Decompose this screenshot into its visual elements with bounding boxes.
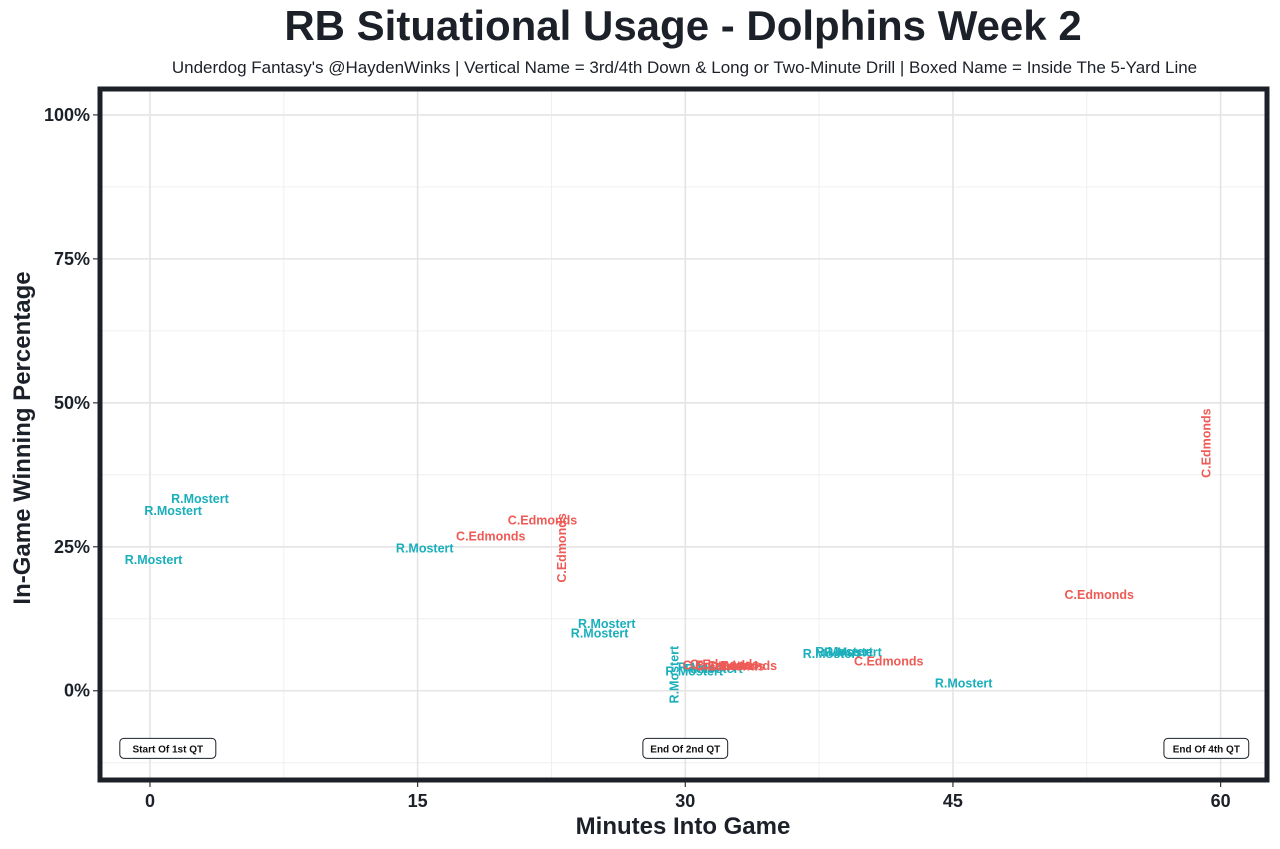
x-tick-label: 45	[943, 791, 963, 811]
data-point-label: R.Mostert	[171, 492, 229, 506]
x-tick-label: 15	[408, 791, 428, 811]
data-point-label: R.Mostert	[571, 627, 629, 641]
x-tick-label: 0	[145, 791, 155, 811]
quarter-marker-box	[1163, 737, 1250, 759]
data-point-label: C.Edmonds	[555, 513, 569, 582]
x-axis-ticks: 0 15 30 45 60	[145, 782, 1231, 811]
data-labels: R.MostertR.MostertR.MostertR.MostertR.Mo…	[125, 408, 1214, 703]
data-point-label: C.Edmonds	[695, 660, 764, 674]
data-point-label: R.Mostert	[678, 661, 736, 675]
data-point-label: R.Mostert	[824, 646, 882, 660]
quarter-marker: End Of 2nd QT	[642, 737, 729, 759]
plot-frame	[97, 86, 1270, 783]
data-point-label: C.Edmonds	[683, 658, 752, 672]
data-point-label: R.Mostert	[803, 647, 861, 661]
y-tick-label: 0%	[64, 681, 90, 701]
y-tick-label: 100%	[44, 105, 90, 125]
chart-title: RB Situational Usage - Dolphins Week 2	[284, 2, 1082, 49]
y-tick-label: 75%	[54, 249, 90, 269]
data-point-label: C.Edmonds	[690, 657, 759, 671]
data-point-label: R.Mostert	[396, 542, 454, 556]
data-point-label: R.Mostert	[815, 645, 873, 659]
data-point-label: R.Mostert	[685, 662, 743, 676]
data-point-label: R.Mostert	[125, 553, 183, 567]
data-point-label: R.Mostert	[665, 665, 723, 679]
grid-lines	[100, 89, 1267, 780]
y-tick-label: 25%	[54, 537, 90, 557]
quarter-marker: End Of 4th QT	[1163, 737, 1250, 759]
data-point-label: R.Mostert	[935, 676, 993, 690]
y-axis-label: In-Game Winning Percentage	[9, 271, 36, 604]
data-point-label: C.Edmonds	[1199, 408, 1213, 477]
quarter-markers: Start Of 1st QT End Of 2nd QT End Of 4th Q…	[119, 737, 1250, 759]
quarter-marker: Start Of 1st QT	[119, 737, 217, 759]
x-axis-label: Minutes Into Game	[576, 813, 791, 840]
quarter-marker-label: End Of 2nd QT	[650, 744, 720, 755]
y-axis-ticks: 0% 25% 50% 75% 100%	[44, 105, 98, 701]
data-point-label: C.Edmonds	[456, 529, 525, 543]
chart-subtitle: Underdog Fantasy's @HaydenWinks | Vertic…	[171, 58, 1198, 77]
quarter-marker-box	[642, 737, 729, 759]
data-point-label: C.Edmonds	[854, 654, 923, 668]
data-point-label: R.Mostert	[144, 504, 202, 518]
quarter-marker-label: Start Of 1st QT	[133, 744, 204, 755]
data-point-label: C.Edmonds	[1065, 588, 1134, 602]
data-point-label: R.Mostert	[578, 617, 636, 631]
x-tick-label: 60	[1211, 791, 1231, 811]
quarter-marker-label: End Of 4th QT	[1173, 744, 1240, 755]
data-point-label: C.Edmonds	[708, 659, 777, 673]
data-point-label: R.Mostert	[668, 645, 682, 703]
data-point-label: C.Edmonds	[508, 513, 577, 527]
x-tick-label: 30	[675, 791, 695, 811]
y-tick-label: 50%	[54, 393, 90, 413]
quarter-marker-box	[119, 737, 217, 759]
